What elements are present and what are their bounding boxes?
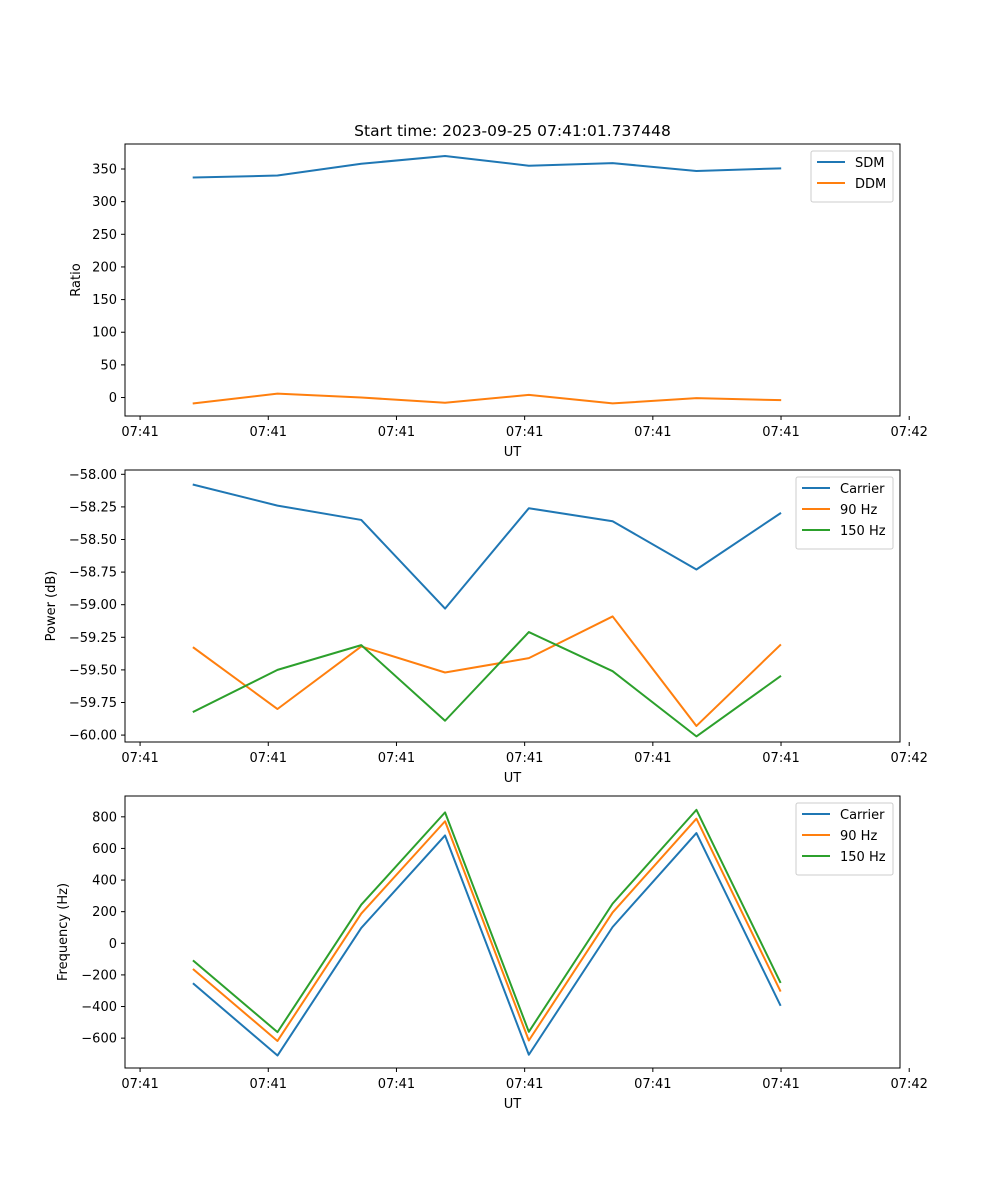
- y-axis-label: Frequency (Hz): [56, 883, 71, 981]
- legend-label: 150 Hz: [840, 524, 886, 539]
- x-axis-ticks: 07:41 07:41 07:41 07:41 07:41 07:41 07:42: [121, 742, 928, 766]
- y-tick-label: −59.50: [69, 663, 117, 678]
- y-tick-label: −600: [81, 1032, 117, 1047]
- y-axis-label: Power (dB): [44, 571, 59, 642]
- x-tick-label: 07:41: [121, 425, 158, 440]
- axes-frame: [124, 795, 901, 1069]
- y-tick-label: 200: [92, 260, 117, 275]
- x-tick-label: 07:41: [634, 1077, 671, 1092]
- subplot-frequency: 07:41 07:41 07:41 07:41 07:41 07:41 07:42 −600…: [56, 795, 928, 1112]
- y-axis-ticks: −60.00 −59.75 −59.50 −59.25 −59.00 −58.75 −58.…: [69, 468, 125, 744]
- legend: Carrier 90 Hz 150 Hz: [795, 476, 894, 550]
- x-tick-label: 07:41: [506, 751, 543, 766]
- y-tick-label: −59.00: [69, 598, 117, 613]
- x-tick-label: 07:41: [121, 751, 158, 766]
- y-tick-label: 400: [92, 874, 117, 889]
- x-tick-label: 07:41: [506, 425, 543, 440]
- x-tick-label: 07:41: [250, 751, 287, 766]
- x-tick-label: 07:41: [250, 425, 287, 440]
- y-axis-ticks: −600 −400 −200 0 200 400 600 800: [81, 810, 125, 1047]
- legend: SDM DDM: [810, 150, 894, 203]
- x-axis-ticks: 07:41 07:41 07:41 07:41 07:41 07:41 07:42: [121, 416, 928, 440]
- y-tick-label: −59.75: [69, 696, 117, 711]
- y-axis-ticks: 0 50 100 150 200 250 300 350: [92, 163, 125, 406]
- y-tick-label: 200: [92, 905, 117, 920]
- x-tick-label: 07:41: [378, 751, 415, 766]
- series-layer: [192, 154, 782, 405]
- y-tick-label: 100: [92, 326, 117, 341]
- series-layer: [192, 808, 782, 1057]
- x-axis-label: UT: [504, 1097, 522, 1112]
- x-tick-label: 07:41: [250, 1077, 287, 1092]
- y-tick-label: 350: [92, 163, 117, 178]
- series-line-sdm: [192, 154, 782, 179]
- subplot-power: 07:41 07:41 07:41 07:41 07:41 07:41 07:42 −60.…: [44, 468, 928, 786]
- x-tick-label: 07:41: [506, 1077, 543, 1092]
- x-tick-label: 07:42: [890, 751, 927, 766]
- legend-label: 150 Hz: [840, 850, 886, 865]
- series-line-150-hz: [192, 631, 782, 738]
- x-tick-label: 07:41: [378, 425, 415, 440]
- x-tick-label: 07:41: [762, 751, 799, 766]
- series-line-carrier: [192, 832, 782, 1057]
- x-tick-label: 07:41: [121, 1077, 158, 1092]
- x-tick-label: 07:41: [634, 425, 671, 440]
- x-tick-label: 07:41: [762, 425, 799, 440]
- legend-label: 90 Hz: [840, 503, 877, 518]
- axes-frame: [124, 143, 901, 417]
- series-line-ddm: [192, 392, 782, 405]
- y-tick-label: 0: [109, 391, 117, 406]
- y-tick-label: 300: [92, 195, 117, 210]
- y-axis-label: Ratio: [69, 263, 84, 296]
- legend-label: SDM: [855, 156, 884, 171]
- x-tick-label: 07:41: [378, 1077, 415, 1092]
- y-tick-label: 150: [92, 293, 117, 308]
- y-tick-label: −60.00: [69, 729, 117, 744]
- legend-label: Carrier: [840, 808, 885, 823]
- y-tick-label: 250: [92, 228, 117, 243]
- x-axis-label: UT: [504, 771, 522, 786]
- y-tick-label: −400: [81, 1000, 117, 1015]
- axes-frame: [124, 469, 901, 743]
- y-tick-label: 600: [92, 842, 117, 857]
- x-tick-label: 07:41: [762, 1077, 799, 1092]
- y-tick-label: −59.25: [69, 631, 117, 646]
- x-tick-label: 07:42: [890, 1077, 927, 1092]
- y-tick-label: 0: [109, 937, 117, 952]
- series-line-carrier: [192, 483, 782, 610]
- y-tick-label: −58.00: [69, 468, 117, 483]
- x-axis-label: UT: [504, 445, 522, 460]
- series-line-90-hz: [192, 817, 782, 1042]
- y-tick-label: −58.75: [69, 566, 117, 581]
- legend-label: Carrier: [840, 482, 885, 497]
- series-layer: [192, 483, 782, 738]
- legend-label: 90 Hz: [840, 829, 877, 844]
- y-tick-label: 50: [100, 358, 117, 373]
- legend: Carrier 90 Hz 150 Hz: [795, 802, 894, 876]
- x-tick-label: 07:41: [634, 751, 671, 766]
- legend-label: DDM: [855, 177, 886, 192]
- y-tick-label: 800: [92, 810, 117, 825]
- y-tick-label: −200: [81, 968, 117, 983]
- x-axis-ticks: 07:41 07:41 07:41 07:41 07:41 07:41 07:42: [121, 1068, 928, 1092]
- x-tick-label: 07:42: [890, 425, 927, 440]
- y-tick-label: −58.25: [69, 500, 117, 515]
- subplot-ratio: Start time: 2023-09-25 07:41:01.737448 0…: [69, 122, 928, 460]
- chart-title: Start time: 2023-09-25 07:41:01.737448: [354, 122, 671, 140]
- series-line-90-hz: [192, 615, 782, 727]
- series-line-150-hz: [192, 808, 782, 1034]
- legend-box: [810, 150, 894, 203]
- y-tick-label: −58.50: [69, 533, 117, 548]
